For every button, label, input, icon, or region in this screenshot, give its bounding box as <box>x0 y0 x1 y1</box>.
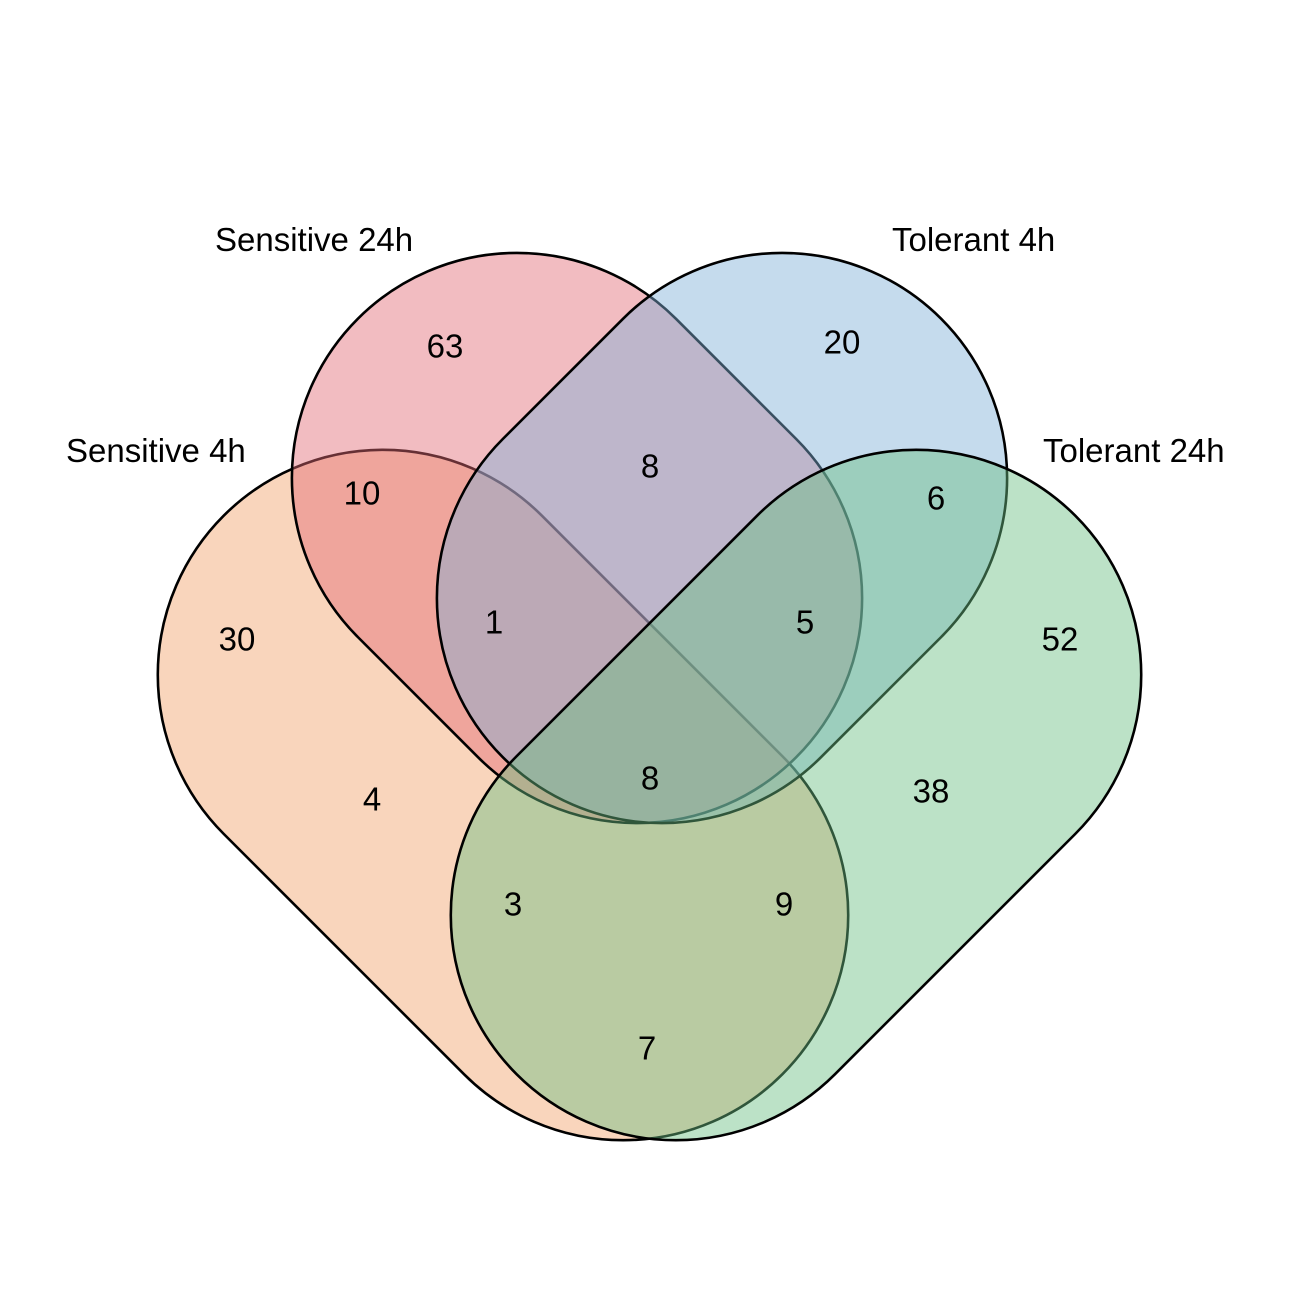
set-shapes <box>156 251 1143 1142</box>
set-label-tolerant-24h: Tolerant 24h <box>1043 432 1225 469</box>
count-s4h-t4h-t24h: 3 <box>504 886 522 923</box>
set-label-sensitive-24h: Sensitive 24h <box>215 221 413 258</box>
count-s24h-t24h: 38 <box>913 773 950 810</box>
set-shape-s4h <box>156 448 850 1142</box>
count-s4h-t4h: 4 <box>363 781 381 818</box>
count-s24h-t4h: 8 <box>641 448 659 485</box>
count-s4h-s24h-t24h: 9 <box>775 886 793 923</box>
set-shape-s24h <box>290 251 864 825</box>
set-label-tolerant-4h: Tolerant 4h <box>892 221 1055 258</box>
set-label-sensitive-4h: Sensitive 4h <box>66 432 246 469</box>
count-s24h-t4h-t24h: 5 <box>796 604 814 641</box>
count-tolerant-24h-only: 52 <box>1042 621 1079 658</box>
set-shape-t4h <box>435 251 1009 825</box>
count-all-four: 8 <box>641 760 659 797</box>
set-labels: Sensitive 4h Sensitive 24h Tolerant 4h T… <box>66 221 1225 469</box>
count-t4h-t24h: 6 <box>927 480 945 517</box>
count-s4h-s24h: 10 <box>344 475 381 512</box>
region-counts: 63 20 10 8 6 30 1 5 52 4 8 38 3 9 7 <box>219 324 1079 1067</box>
count-sensitive-24h-only: 63 <box>427 328 464 365</box>
count-s4h-t24h: 7 <box>638 1030 656 1067</box>
count-s4h-s24h-t4h: 1 <box>485 604 503 641</box>
set-shape-t24h <box>449 448 1143 1142</box>
count-tolerant-4h-only: 20 <box>824 324 861 361</box>
count-sensitive-4h-only: 30 <box>219 621 256 658</box>
